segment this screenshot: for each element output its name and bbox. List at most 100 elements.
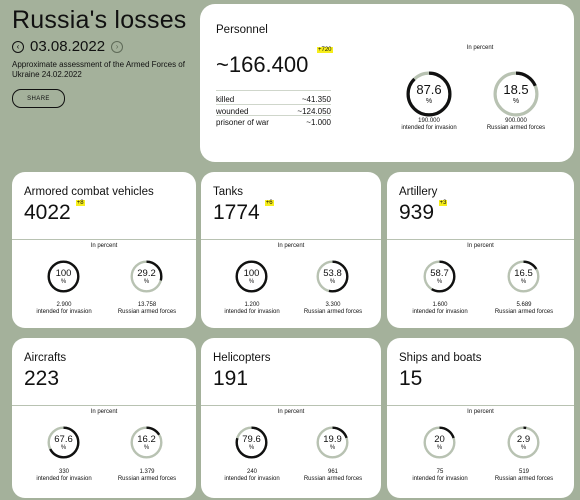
- next-date-icon[interactable]: ›: [111, 40, 124, 53]
- gauge: 20 %: [423, 426, 456, 459]
- gauge-ring-icon: [423, 260, 456, 293]
- gauge-caption-text: intended for invasion: [401, 124, 457, 131]
- gauge-progress-arc: [507, 426, 540, 459]
- gauge-value: 53.8: [323, 268, 342, 279]
- gauge-caption-text: Russian armed forces: [303, 475, 363, 482]
- gauge: 18.5 %: [493, 71, 539, 117]
- gauge-progress-arc: [507, 260, 540, 293]
- card-delta-badge: +3: [438, 200, 448, 206]
- gauge-percent-sign: %: [143, 445, 150, 451]
- gauge-caption-number: 1.200: [244, 302, 260, 308]
- personnel-total: ~166.400: [216, 52, 309, 77]
- card-total: 939: [399, 201, 435, 224]
- gauge-progress-arc: [47, 426, 80, 459]
- current-date: 03.08.2022: [30, 38, 106, 55]
- gauge-percent-sign: %: [520, 445, 527, 451]
- gauge-progress-arc: [406, 71, 452, 117]
- gauge-caption-number: 240: [246, 469, 257, 475]
- stat-card: Aircrafts 223 In percent 67.6 % 330 inte…: [12, 338, 196, 498]
- gauge-caption-text: Russian armed forces: [494, 475, 554, 482]
- card-title: Ships and boats: [399, 352, 482, 364]
- percent-label: In percent: [277, 243, 305, 249]
- gauge-caption-number: 519: [518, 469, 529, 475]
- personnel-title: Personnel: [216, 24, 268, 36]
- divider: [201, 405, 381, 406]
- divider: [201, 239, 381, 240]
- card-total: 1774: [213, 201, 260, 224]
- gauge-caption-number: 900.000: [505, 118, 527, 124]
- gauge-caption-text: Russian armed forces: [117, 475, 177, 482]
- row-value: ~1.000: [306, 118, 331, 128]
- card-delta-badge: +8: [75, 200, 85, 206]
- percent-label: In percent: [90, 243, 118, 249]
- personnel-card: Personnel ~166.400 +720 killed ~41.350 w…: [200, 4, 574, 162]
- date-navigator: ‹ 03.08.2022 ›: [12, 38, 124, 55]
- gauge-percent-sign: %: [143, 279, 150, 285]
- divider: [12, 239, 196, 240]
- gauge-value: 18.5: [503, 82, 529, 97]
- gauge-value: 29.2: [137, 268, 156, 279]
- gauge: 16.5 %: [507, 260, 540, 293]
- gauge-percent-sign: %: [60, 279, 67, 285]
- gauge-value: 100: [55, 268, 72, 279]
- divider: [387, 239, 574, 240]
- percent-label: In percent: [466, 45, 494, 51]
- gauge-progress-arc: [423, 426, 456, 459]
- gauge-value: 2.9: [516, 434, 531, 445]
- divider: [12, 405, 196, 406]
- gauge-progress-arc: [47, 260, 80, 293]
- card-title: Armored combat vehicles: [24, 186, 154, 198]
- divider: [387, 405, 574, 406]
- gauge-caption-text: Russian armed forces: [303, 308, 363, 315]
- gauge-caption: 961 Russian armed forces: [303, 469, 363, 482]
- stat-card: Ships and boats 15 In percent 20 % 75 in…: [387, 338, 574, 498]
- gauge-value: 79.6: [242, 434, 261, 445]
- gauge-caption-text: intended for invasion: [36, 475, 92, 482]
- gauge-percent-sign: %: [329, 279, 336, 285]
- gauge-caption: 330 intended for invasion: [34, 469, 94, 482]
- gauge-percent-sign: %: [329, 445, 336, 451]
- gauge: 100 %: [47, 260, 80, 293]
- gauge-ring-icon: [316, 426, 349, 459]
- personnel-row-killed: killed ~41.350: [216, 93, 331, 104]
- gauge: 87.6 %: [406, 71, 452, 117]
- gauge-caption: 190.000 intended for invasion: [399, 118, 459, 131]
- gauge-caption: 1.379 Russian armed forces: [117, 469, 177, 482]
- gauge-ring-icon: [406, 71, 452, 117]
- personnel-row-pow: prisoner of war ~1.000: [216, 115, 331, 128]
- personnel-delta-badge: +720: [317, 47, 333, 53]
- gauge-ring-icon: [235, 426, 268, 459]
- page-subtitle: Approximate assessment of the Armed Forc…: [12, 60, 185, 79]
- gauge-caption-text: intended for invasion: [224, 475, 280, 482]
- gauge: 79.6 %: [235, 426, 268, 459]
- prev-date-icon[interactable]: ‹: [12, 40, 24, 53]
- stat-card: Armored combat vehicles 4022 +8 In percen…: [12, 172, 196, 328]
- stat-card: Artillery 939 +3 In percent 58.7 % 1.600 …: [387, 172, 574, 328]
- percent-label: In percent: [277, 409, 305, 415]
- gauge-percent-sign: %: [436, 445, 443, 451]
- gauge-caption-number: 190.000: [418, 118, 440, 124]
- gauge-progress-arc: [130, 426, 163, 459]
- gauge: 16.2 %: [130, 426, 163, 459]
- card-total: 15: [399, 367, 423, 390]
- gauge-percent-sign: %: [520, 279, 527, 285]
- share-button[interactable]: SHARE: [12, 89, 65, 108]
- gauge-ring-icon: [507, 260, 540, 293]
- gauge: 67.6 %: [47, 426, 80, 459]
- gauge-caption-number: 961: [327, 469, 338, 475]
- stat-card: Helicopters 191 In percent 79.6 % 240 in…: [201, 338, 381, 498]
- gauge-value: 100: [243, 268, 260, 279]
- gauge-caption-number: 3.300: [325, 302, 341, 308]
- gauge-ring-icon: [47, 426, 80, 459]
- card-title: Aircrafts: [24, 352, 67, 364]
- gauge: 53.8 %: [316, 260, 349, 293]
- card-title: Tanks: [213, 186, 244, 198]
- personnel-breakdown: killed ~41.350 wounded ~124.050 prisoner…: [216, 93, 331, 128]
- gauge-caption-text: intended for invasion: [224, 308, 280, 315]
- gauge-percent-sign: %: [248, 445, 255, 451]
- gauge-progress-arc: [235, 426, 268, 459]
- gauge-caption-number: 75: [436, 469, 444, 475]
- row-label: wounded: [216, 107, 249, 117]
- gauge-caption-text: Russian armed forces: [117, 308, 177, 315]
- card-delta-badge: +6: [264, 200, 274, 206]
